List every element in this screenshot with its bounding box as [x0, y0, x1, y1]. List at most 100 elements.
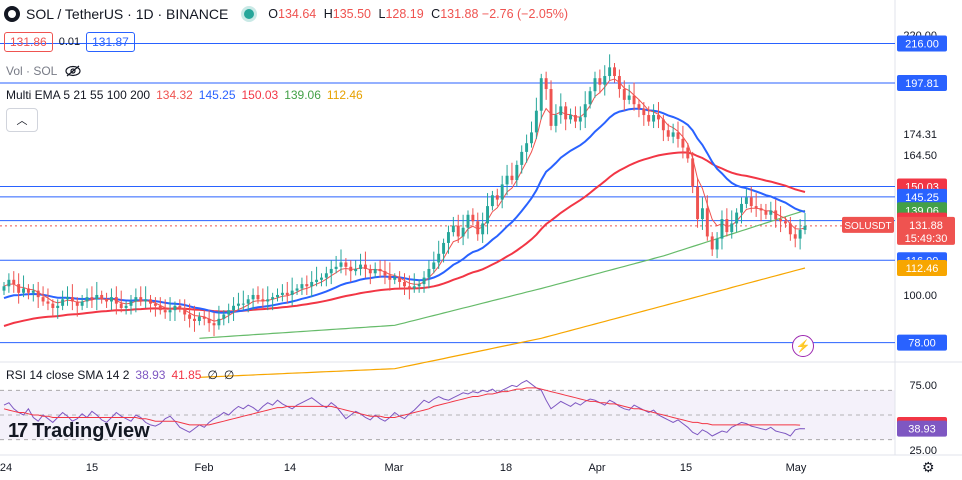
- candle-body: [7, 279, 11, 287]
- candle-body: [80, 301, 84, 306]
- candle-body: [315, 279, 319, 282]
- candle-body: [427, 268, 431, 278]
- candle-body: [241, 303, 245, 305]
- candle-body: [432, 262, 436, 269]
- lightning-icon[interactable]: ⚡: [792, 335, 814, 357]
- candle-body: [114, 297, 118, 304]
- candle-body: [139, 297, 143, 302]
- candle-body: [153, 303, 157, 306]
- candle-body: [525, 143, 529, 152]
- candle-body: [613, 67, 616, 77]
- symbol-title[interactable]: SOL / TetherUS · 1D · BINANCE: [26, 6, 229, 22]
- candle-body: [368, 268, 372, 274]
- candle-body: [437, 253, 441, 263]
- price-label-bg: [897, 35, 947, 52]
- candle-body: [554, 115, 558, 126]
- collapse-legend-button[interactable]: ︿: [6, 108, 38, 132]
- candle-body: [105, 299, 109, 302]
- candle-body: [276, 294, 279, 298]
- candle-body: [779, 219, 783, 222]
- symbol-tag-bg: [842, 216, 894, 233]
- candle-body: [85, 297, 89, 302]
- buy-price-button[interactable]: 131.87: [86, 32, 135, 52]
- price-label: 197.81: [905, 78, 939, 90]
- sell-price-button[interactable]: 131.86: [4, 32, 53, 52]
- ema55-value: 150.03: [241, 88, 279, 102]
- time-tick-label: 15: [86, 462, 98, 474]
- candle-body: [246, 299, 250, 304]
- candle-body: [544, 78, 548, 90]
- candle-body: [456, 225, 460, 237]
- candle-body: [56, 305, 60, 308]
- candle-body: [637, 104, 641, 109]
- candle-body: [793, 234, 797, 239]
- bar-countdown: 15:49:30: [905, 233, 948, 245]
- candle-body: [163, 310, 167, 313]
- candle-body: [696, 186, 700, 220]
- candle-body: [144, 299, 148, 302]
- rsi-legend[interactable]: RSI 14 close SMA 14 2 38.93 41.85 ∅ ∅: [6, 368, 234, 382]
- tradingview-logo[interactable]: 17 TradingView: [8, 420, 150, 443]
- candle-body: [466, 214, 470, 228]
- candle-body: [720, 219, 724, 239]
- candle-body: [383, 271, 387, 276]
- candle-body: [788, 223, 792, 235]
- candle-body: [744, 197, 748, 204]
- rsi-extra-2: ∅: [223, 368, 235, 382]
- candle-body: [222, 314, 226, 319]
- candle-body: [715, 238, 719, 250]
- candle-body: [749, 197, 753, 207]
- price-label-bg: [897, 334, 947, 351]
- price-tick-label: 100.00: [903, 290, 937, 302]
- candle-body: [642, 108, 646, 116]
- candle-body: [559, 106, 563, 116]
- time-tick-label: 15: [680, 462, 692, 474]
- volume-legend[interactable]: Vol · SOL: [6, 64, 81, 78]
- time-tick-label: 24: [0, 462, 12, 474]
- candle-body: [657, 115, 660, 120]
- candle-body: [486, 206, 489, 224]
- candle-body: [403, 281, 406, 287]
- candle-body: [26, 288, 30, 293]
- candle-body: [530, 132, 533, 144]
- time-tick-label: 14: [284, 462, 296, 474]
- gear-icon[interactable]: ⚙: [922, 459, 935, 475]
- ema-legend[interactable]: Multi EMA 5 21 55 100 200 134.32 145.25 …: [6, 88, 363, 102]
- price-label-bg: [897, 74, 947, 91]
- candle-body: [578, 117, 582, 122]
- candle-body: [75, 301, 79, 306]
- candle-body: [495, 195, 499, 200]
- candle-body: [232, 305, 236, 311]
- last-price-tag-bg: [897, 216, 955, 245]
- candle-body: [90, 297, 94, 300]
- candle-body: [422, 277, 426, 285]
- time-tick-label: May: [786, 462, 807, 474]
- candle-body: [46, 301, 50, 304]
- price-label-bg: [897, 259, 947, 276]
- market-open-dot: [244, 9, 255, 19]
- candle-body: [632, 95, 636, 105]
- last-price-value: 131.88: [909, 220, 943, 232]
- eye-off-icon[interactable]: [65, 65, 81, 77]
- candle-body: [705, 208, 709, 237]
- ema100-line: [199, 209, 806, 339]
- candle-body: [803, 225, 807, 230]
- candle-body: [100, 294, 104, 300]
- candle-body: [261, 299, 265, 302]
- ema100-value: 139.06: [284, 88, 321, 102]
- rsi-tick-25: 25.00: [909, 445, 937, 457]
- candle-body: [471, 214, 475, 222]
- price-tick-label: 174.31: [903, 129, 937, 141]
- candle-body: [212, 323, 216, 326]
- candle-body: [354, 268, 358, 272]
- candle-body: [598, 78, 602, 85]
- candle-body: [124, 305, 128, 308]
- rsi-label: RSI 14 close SMA 14 2: [6, 368, 130, 382]
- candle-body: [305, 284, 309, 287]
- candle-body: [217, 318, 221, 326]
- price-label: 78.00: [908, 338, 936, 350]
- candle-body: [686, 147, 690, 159]
- candle-body: [236, 303, 240, 306]
- candle-body: [300, 284, 304, 289]
